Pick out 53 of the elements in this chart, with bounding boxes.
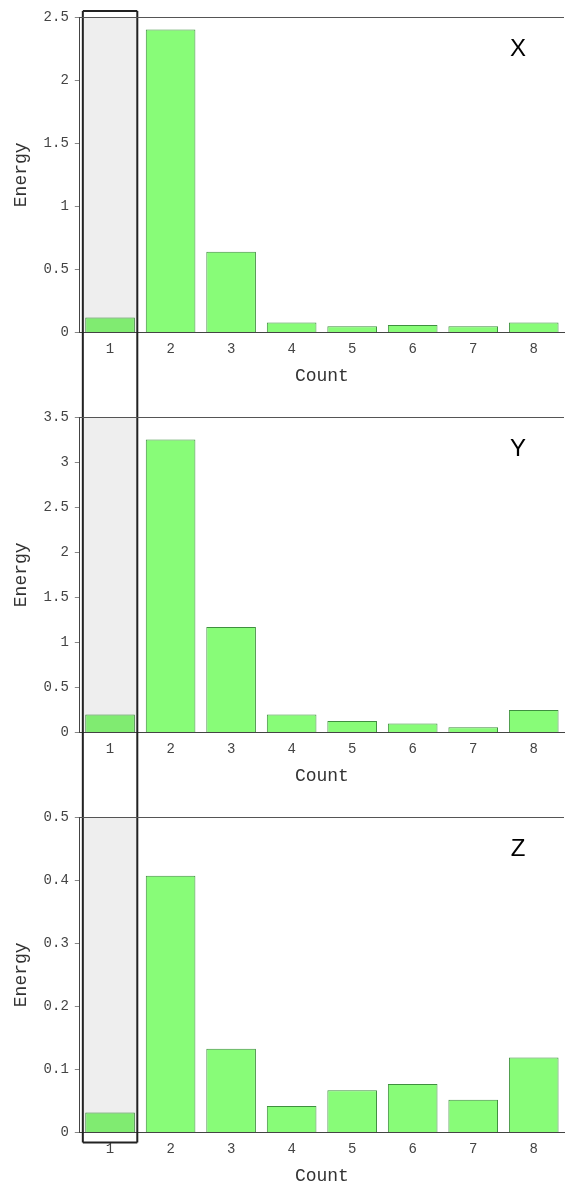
x-tick-label: 7 — [469, 340, 478, 357]
x-tick-label: 5 — [347, 1140, 357, 1157]
y-tick-label: 0 — [60, 724, 69, 741]
x-tick-label: 3 — [226, 340, 236, 357]
x-tick-label: 1 — [105, 1140, 115, 1157]
y-tick-label: 1 — [60, 198, 69, 215]
y-tick-label: 3.5 — [43, 408, 69, 425]
text: Z — [510, 833, 526, 861]
x-tick-label: 4 — [287, 1140, 296, 1157]
y-tick-label: 3 — [60, 453, 69, 470]
x-tick-label: 6 — [408, 340, 417, 357]
y-tick-label: 2 — [60, 71, 69, 88]
x-tick-label: 1 — [105, 740, 115, 757]
y-tick-label: 1 — [60, 634, 69, 651]
text: X — [509, 33, 527, 61]
y-axis-title: Energy — [10, 142, 31, 208]
x-axis-title: Count — [294, 1165, 349, 1186]
y-tick-label: 1.5 — [43, 134, 69, 151]
y-tick-label: 0.5 — [43, 261, 69, 278]
y-tick-label: 0.5 — [43, 808, 69, 825]
y-tick-label: 0 — [60, 324, 69, 341]
y-tick-label: 0.1 — [43, 1061, 69, 1078]
x-tick-label: 4 — [287, 740, 296, 757]
y-tick-label: 2.5 — [43, 8, 69, 25]
x-tick-label: 2 — [166, 740, 175, 757]
x-tick-label: 8 — [529, 740, 538, 757]
x-tick-label: 6 — [408, 740, 417, 757]
text: Y — [509, 433, 527, 461]
y-axis-title: Energy — [10, 942, 31, 1008]
x-tick-label: 7 — [469, 1140, 478, 1157]
x-tick-label: 7 — [469, 740, 478, 757]
y-tick-label: 1.5 — [43, 589, 69, 606]
x-tick-label: 8 — [529, 1140, 538, 1157]
y-tick-label: 2.5 — [43, 498, 69, 515]
x-tick-label: 6 — [408, 1140, 417, 1157]
x-tick-label: 2 — [166, 340, 175, 357]
y-tick-label: 0.3 — [43, 934, 69, 951]
y-tick-label: 0.5 — [43, 679, 69, 696]
x-tick-label: 4 — [287, 340, 296, 357]
y-tick-label: 0 — [60, 1124, 69, 1141]
x-tick-label: 2 — [166, 1140, 175, 1157]
y-tick-label: 0.4 — [43, 871, 69, 888]
y-tick-label: 0.2 — [43, 998, 69, 1015]
x-tick-label: 8 — [529, 340, 538, 357]
y-tick-label: 2 — [60, 543, 69, 560]
x-tick-label: 1 — [105, 340, 115, 357]
x-tick-label: 5 — [347, 740, 357, 757]
x-axis-title: Count — [294, 365, 349, 386]
x-axis-title: Count — [294, 765, 349, 786]
x-tick-label: 3 — [226, 1140, 236, 1157]
x-tick-label: 5 — [347, 340, 357, 357]
y-axis-title: Energy — [10, 542, 31, 608]
x-tick-label: 3 — [226, 740, 236, 757]
